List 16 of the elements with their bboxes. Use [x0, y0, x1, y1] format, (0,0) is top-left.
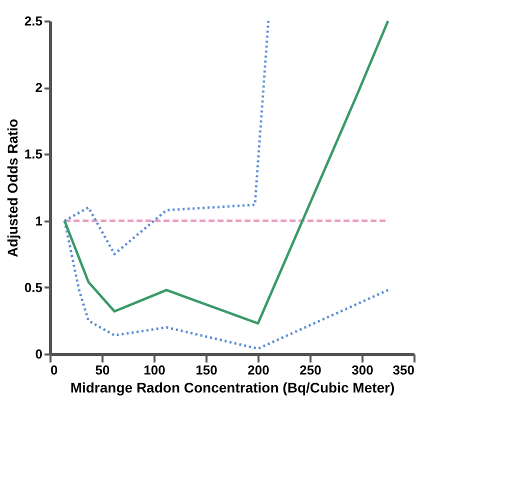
x-tick-label: 300: [352, 362, 374, 378]
y-tick-label: 1: [35, 213, 42, 228]
y-tick-label: 2: [35, 80, 42, 96]
x-axis-title: Midrange Radon Concentration (Bq/Cubic Meter): [70, 380, 395, 396]
y-tick-label: 0: [35, 346, 42, 362]
x-tick-label: 250: [300, 362, 322, 378]
x-tick-label: 200: [248, 362, 270, 378]
y-axis-title: Adjusted Odds Ratio: [4, 118, 20, 258]
x-tick-label: 0: [50, 362, 58, 378]
y-tick-label: 2.5: [24, 14, 42, 28]
x-tick-label: 150: [196, 362, 218, 378]
y-tick-label: 0.5: [24, 280, 42, 295]
y-tick-label: 1.5: [24, 146, 42, 162]
x-tick-label: 100: [144, 362, 166, 378]
x-tick-label: 50: [95, 362, 110, 378]
x-tick-label: 350: [392, 362, 414, 378]
